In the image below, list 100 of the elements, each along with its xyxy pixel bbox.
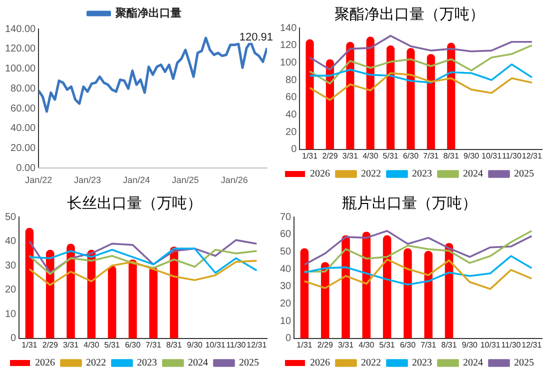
x-tick-label: 7/31	[423, 151, 440, 160]
x-tick-label: 5/31	[379, 340, 396, 350]
y-tick-label: 0.00	[16, 162, 36, 174]
legend-label: 2022	[86, 358, 106, 369]
y-tick-label: 70	[280, 212, 292, 223]
y-tick-label: 40	[280, 264, 292, 275]
y-tick-label: 40	[5, 236, 17, 248]
x-tick-label: 2/29	[42, 340, 58, 350]
y-tick-label: 10	[280, 316, 292, 327]
bar	[149, 266, 158, 338]
x-tick-label: 8/31	[441, 340, 458, 350]
y-tick-label: 60.00	[10, 103, 36, 114]
y-tick-label: 80.00	[10, 83, 36, 94]
bar	[386, 45, 395, 150]
bar	[306, 39, 314, 150]
y-tick-label: 40	[286, 109, 298, 120]
x-tick-label: 11/30	[501, 340, 522, 350]
legend-label: 2023	[412, 358, 432, 369]
legend-label: 2025	[514, 358, 534, 369]
x-tick-label: 10/31	[205, 340, 226, 350]
x-tick-label: 3/31	[342, 151, 358, 160]
x-tick-label: 12/31	[522, 151, 542, 160]
y-tick-label: 60	[286, 92, 298, 104]
x-tick-label: 12/31	[246, 340, 268, 350]
x-tick-label: Jan/23	[74, 175, 102, 186]
x-tick-label: 6/30	[402, 151, 420, 160]
bar	[128, 259, 137, 338]
x-tick-label: 11/30	[502, 151, 522, 160]
legend-label: 2022	[361, 358, 381, 369]
x-tick-label: 8/31	[166, 340, 182, 350]
y-tick-label: 20.00	[10, 143, 36, 154]
x-tick-label: 5/31	[104, 340, 120, 350]
x-tick-label: 4/30	[84, 340, 100, 350]
legend-label: 聚酯净出口量	[114, 6, 182, 20]
x-tick-label: 3/31	[62, 340, 80, 350]
bar	[25, 228, 34, 338]
legend-label: 2026	[310, 168, 330, 180]
x-tick-label: Jan/22	[25, 175, 52, 186]
x-tick-label: 1/31	[296, 340, 313, 350]
legend-label: 2025	[239, 358, 259, 369]
x-tick-label: 2/29	[322, 151, 338, 160]
x-tick-label: 9/30	[462, 340, 478, 350]
bar	[447, 42, 456, 150]
bar	[382, 235, 392, 338]
legend-label: 2025	[514, 168, 534, 180]
y-tick-label: 20	[286, 126, 298, 138]
y-tick-label: 0	[291, 144, 298, 156]
y-tick-label: 20	[280, 298, 292, 310]
legend-label: 2026	[310, 358, 330, 369]
x-tick-label: 9/30	[464, 151, 480, 160]
y-tick-label: 20	[5, 284, 17, 296]
y-tick-label: 50	[280, 246, 292, 258]
x-tick-label: Jan/25	[172, 175, 199, 186]
chart-title: 瓶片出口量（万吨）	[342, 194, 477, 212]
legend-label: 2023	[412, 168, 432, 180]
y-tick-label: 60	[280, 229, 292, 240]
bar	[342, 235, 350, 338]
x-tick-label: 8/31	[443, 151, 460, 160]
x-tick-label: Jan/24	[122, 175, 150, 186]
bar	[426, 54, 435, 150]
y-tick-label: 140.00	[4, 24, 36, 35]
x-tick-label: 7/31	[146, 340, 162, 350]
x-tick-label: 5/31	[382, 151, 399, 160]
bar	[424, 250, 433, 338]
x-tick-label: 3/31	[338, 340, 354, 350]
y-tick-label: 40.00	[10, 123, 36, 134]
y-tick-label: 80	[286, 74, 298, 86]
y-tick-label: 30	[5, 260, 17, 272]
bar	[406, 48, 415, 150]
legend-label: 2023	[137, 358, 157, 369]
x-tick-label: 11/30	[226, 340, 246, 350]
bar	[404, 248, 412, 338]
bar	[108, 266, 116, 338]
x-tick-label: 7/31	[420, 340, 437, 350]
x-tick-label: 1/31	[302, 151, 318, 160]
y-tick-label: 50	[5, 212, 17, 223]
legend-label: 2022	[361, 168, 381, 180]
y-tick-label: 120	[280, 40, 298, 52]
chart-title: 长丝出口量（万吨）	[67, 194, 202, 212]
x-tick-label: 2/29	[317, 340, 334, 350]
y-tick-label: 100	[280, 57, 298, 68]
bar	[346, 42, 354, 150]
legend-label: 2026	[35, 358, 55, 369]
y-tick-label: 0	[10, 333, 17, 344]
legend-label: 2024	[463, 358, 483, 369]
y-tick-label: 100.00	[4, 64, 36, 75]
x-tick-label: Jan/26	[220, 175, 248, 186]
bar	[366, 36, 374, 150]
x-tick-label: 6/30	[124, 340, 142, 350]
x-tick-label: 10/31	[482, 151, 502, 160]
chart-title: 聚酯净出口量（万吨）	[334, 6, 484, 23]
bar	[66, 244, 75, 338]
x-tick-label: 9/30	[186, 340, 204, 350]
legend-label: 2024	[188, 358, 208, 369]
y-tick-label: 120.00	[4, 44, 36, 55]
bar	[300, 248, 309, 338]
annotation: 120.91	[239, 32, 273, 44]
y-tick-label: 140	[280, 22, 298, 34]
legend-label: 2024	[463, 168, 483, 180]
x-tick-label: 4/30	[358, 340, 375, 350]
